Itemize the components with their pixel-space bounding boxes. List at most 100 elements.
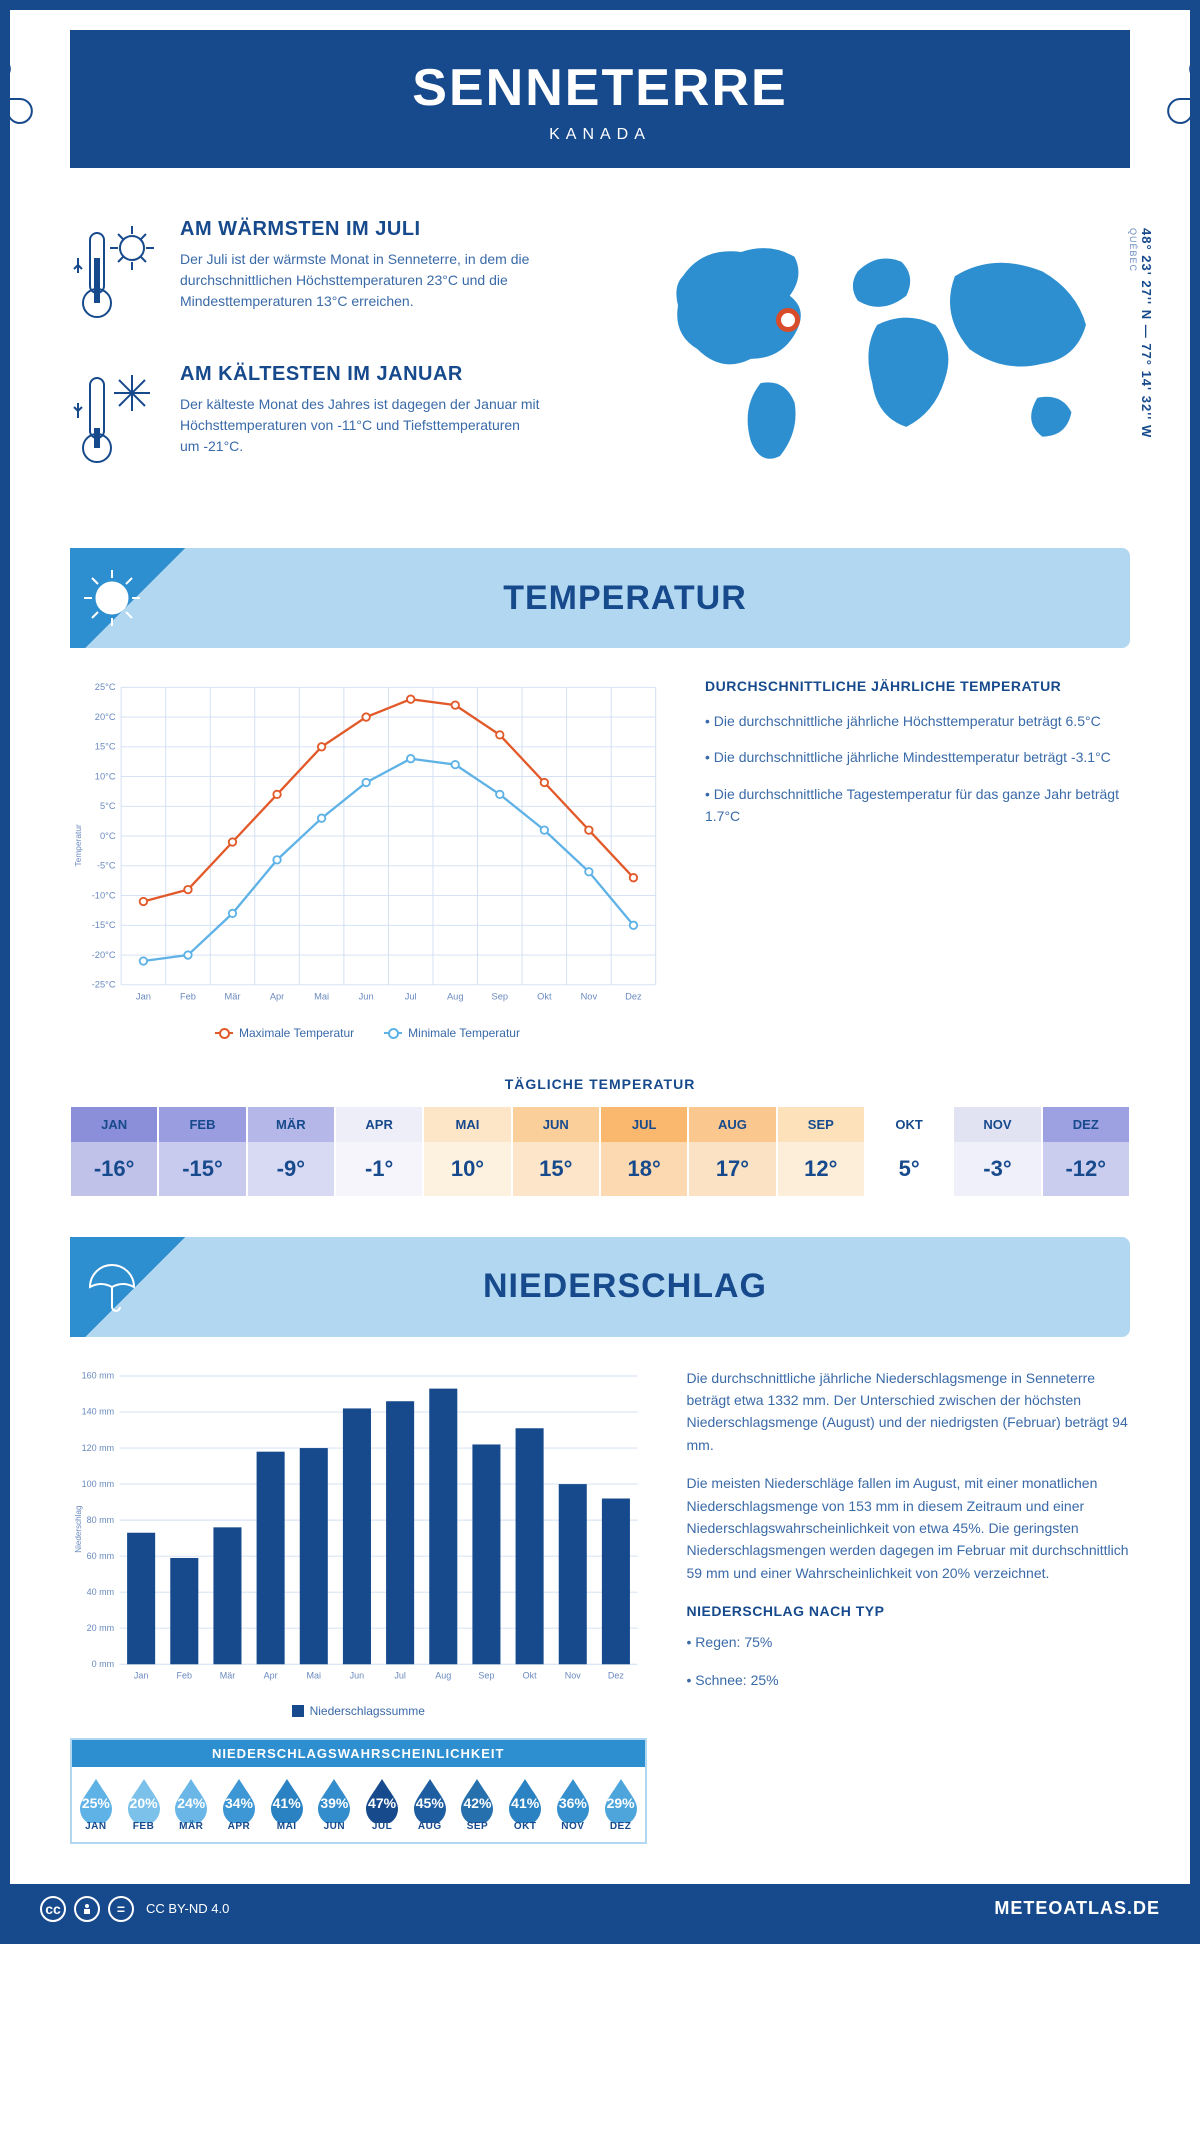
precip-snow: • Schnee: 25% bbox=[687, 1669, 1130, 1691]
svg-text:Niederschlag: Niederschlag bbox=[74, 1505, 83, 1552]
precipitation-heading: NIEDERSCHLAG bbox=[200, 1267, 1130, 1306]
svg-text:25°C: 25°C bbox=[95, 682, 116, 692]
coordinates: 48° 23' 27'' N — 77° 14' 32'' W bbox=[1139, 228, 1154, 438]
precip-p1: Die durchschnittliche jährliche Niedersc… bbox=[687, 1367, 1130, 1457]
daily-cell: SEP 12° bbox=[777, 1106, 865, 1197]
temp-desc-b2: • Die durchschnittliche jährliche Mindes… bbox=[705, 746, 1130, 768]
thermometer-sun-icon bbox=[70, 218, 160, 333]
svg-text:Mär: Mär bbox=[220, 1670, 236, 1680]
svg-text:Feb: Feb bbox=[177, 1670, 193, 1680]
svg-text:140 mm: 140 mm bbox=[82, 1406, 115, 1416]
svg-text:Jan: Jan bbox=[134, 1670, 149, 1680]
svg-text:Jul: Jul bbox=[394, 1670, 406, 1680]
svg-text:120 mm: 120 mm bbox=[82, 1442, 115, 1452]
cc-by-icon bbox=[74, 1896, 100, 1922]
prob-cell: 25% JAN bbox=[72, 1767, 120, 1842]
daily-cell: JAN -16° bbox=[70, 1106, 158, 1197]
svg-text:Mär: Mär bbox=[225, 992, 241, 1002]
coldest-title: AM KÄLTESTEN IM JANUAR bbox=[180, 363, 540, 386]
coldest-fact: AM KÄLTESTEN IM JANUAR Der kälteste Mona… bbox=[70, 363, 604, 478]
svg-text:40 mm: 40 mm bbox=[87, 1587, 115, 1597]
precipitation-probability-box: NIEDERSCHLAGSWAHRSCHEINLICHKEIT 25% JAN … bbox=[70, 1738, 647, 1844]
temp-desc-b3: • Die durchschnittliche Tagestemperatur … bbox=[705, 783, 1130, 828]
precip-p2: Die meisten Niederschläge fallen im Augu… bbox=[687, 1472, 1130, 1584]
svg-text:Okt: Okt bbox=[523, 1670, 538, 1680]
temp-desc-b1: • Die durchschnittliche jährliche Höchst… bbox=[705, 710, 1130, 732]
svg-text:0°C: 0°C bbox=[100, 831, 116, 841]
cc-nd-icon: = bbox=[108, 1896, 134, 1922]
daily-cell: OKT 5° bbox=[865, 1106, 953, 1197]
svg-text:10°C: 10°C bbox=[95, 771, 116, 781]
daily-cell: MÄR -9° bbox=[247, 1106, 335, 1197]
license-label: CC BY-ND 4.0 bbox=[146, 1901, 229, 1916]
umbrella-icon bbox=[82, 1257, 142, 1317]
svg-text:Jan: Jan bbox=[136, 992, 151, 1002]
svg-text:Sep: Sep bbox=[492, 992, 509, 1002]
legend-min-label: Minimale Temperatur bbox=[408, 1026, 520, 1040]
svg-text:Nov: Nov bbox=[581, 992, 598, 1002]
warmest-title: AM WÄRMSTEN IM JULI bbox=[180, 218, 540, 241]
prob-cell: 41% MAI bbox=[263, 1767, 311, 1842]
svg-text:Sep: Sep bbox=[478, 1670, 494, 1680]
prob-heading: NIEDERSCHLAGSWAHRSCHEINLICHKEIT bbox=[72, 1740, 645, 1767]
prob-cell: 34% APR bbox=[215, 1767, 263, 1842]
page-title: SENNETERRE bbox=[70, 58, 1130, 118]
svg-text:160 mm: 160 mm bbox=[82, 1370, 115, 1380]
daily-cell: JUL 18° bbox=[600, 1106, 688, 1197]
sun-icon bbox=[82, 568, 142, 628]
footer: cc = CC BY-ND 4.0 METEOATLAS.DE bbox=[10, 1884, 1190, 1934]
svg-text:-15°C: -15°C bbox=[92, 920, 116, 930]
svg-text:80 mm: 80 mm bbox=[87, 1515, 115, 1525]
thermometer-snowflake-icon bbox=[70, 363, 160, 478]
daily-cell: MAI 10° bbox=[423, 1106, 511, 1197]
svg-text:5°C: 5°C bbox=[100, 801, 116, 811]
page-frame: SENNETERRE KANADA AM WÄRMSTEN IM JULI De… bbox=[0, 0, 1200, 1944]
section-header-temperature: TEMPERATUR bbox=[70, 548, 1130, 648]
svg-text:Jun: Jun bbox=[350, 1670, 365, 1680]
section-header-precipitation: NIEDERSCHLAG bbox=[70, 1237, 1130, 1337]
svg-text:Apr: Apr bbox=[270, 992, 284, 1002]
svg-text:Aug: Aug bbox=[447, 992, 464, 1002]
wind-decoration-icon bbox=[0, 49, 40, 149]
legend-precip-label: Niederschlagssumme bbox=[310, 1704, 425, 1718]
world-map-icon bbox=[644, 218, 1130, 476]
svg-text:Dez: Dez bbox=[625, 992, 642, 1002]
header-banner: SENNETERRE KANADA bbox=[70, 30, 1130, 168]
temperature-heading: TEMPERATUR bbox=[200, 579, 1130, 618]
warmest-text: Der Juli ist der wärmste Monat in Sennet… bbox=[180, 249, 540, 312]
daily-temperature-strip: JAN -16° FEB -15° MÄR -9° APR -1° MAI 10… bbox=[70, 1106, 1130, 1197]
cc-icon: cc bbox=[40, 1896, 66, 1922]
warmest-fact: AM WÄRMSTEN IM JULI Der Juli ist der wär… bbox=[70, 218, 604, 333]
daily-cell: FEB -15° bbox=[158, 1106, 246, 1197]
svg-text:Jun: Jun bbox=[359, 992, 374, 1002]
svg-text:Mai: Mai bbox=[307, 1670, 322, 1680]
svg-text:-10°C: -10°C bbox=[92, 890, 116, 900]
svg-text:20 mm: 20 mm bbox=[87, 1623, 115, 1633]
svg-text:0 mm: 0 mm bbox=[92, 1659, 115, 1669]
svg-text:Temperatur: Temperatur bbox=[73, 824, 83, 866]
svg-text:-5°C: -5°C bbox=[97, 861, 116, 871]
precip-rain: • Regen: 75% bbox=[687, 1631, 1130, 1653]
page-subtitle: KANADA bbox=[70, 126, 1130, 144]
svg-text:-25°C: -25°C bbox=[92, 980, 116, 990]
prob-cell: 42% SEP bbox=[454, 1767, 502, 1842]
prob-cell: 41% OKT bbox=[501, 1767, 549, 1842]
svg-text:Feb: Feb bbox=[180, 992, 196, 1002]
coldest-text: Der kälteste Monat des Jahres ist dagege… bbox=[180, 394, 540, 457]
brand-label: METEOATLAS.DE bbox=[994, 1898, 1160, 1919]
precip-type-heading: NIEDERSCHLAG NACH TYP bbox=[687, 1600, 1130, 1622]
svg-text:-20°C: -20°C bbox=[92, 950, 116, 960]
cc-icons: cc = bbox=[40, 1896, 134, 1922]
temp-desc-heading: DURCHSCHNITTLICHE JÄHRLICHE TEMPERATUR bbox=[705, 678, 1130, 694]
prob-cell: 39% JUN bbox=[311, 1767, 359, 1842]
prob-cell: 29% DEZ bbox=[597, 1767, 645, 1842]
region-label: QUÉBEC bbox=[1128, 228, 1138, 272]
svg-text:Aug: Aug bbox=[435, 1670, 451, 1680]
svg-text:Mai: Mai bbox=[314, 992, 329, 1002]
svg-text:15°C: 15°C bbox=[95, 742, 116, 752]
daily-temp-heading: TÄGLICHE TEMPERATUR bbox=[10, 1076, 1190, 1092]
daily-cell: AUG 17° bbox=[688, 1106, 776, 1197]
precip-chart-legend: Niederschlagssumme bbox=[70, 1704, 647, 1718]
svg-text:Okt: Okt bbox=[537, 992, 552, 1002]
legend-max-label: Maximale Temperatur bbox=[239, 1026, 354, 1040]
